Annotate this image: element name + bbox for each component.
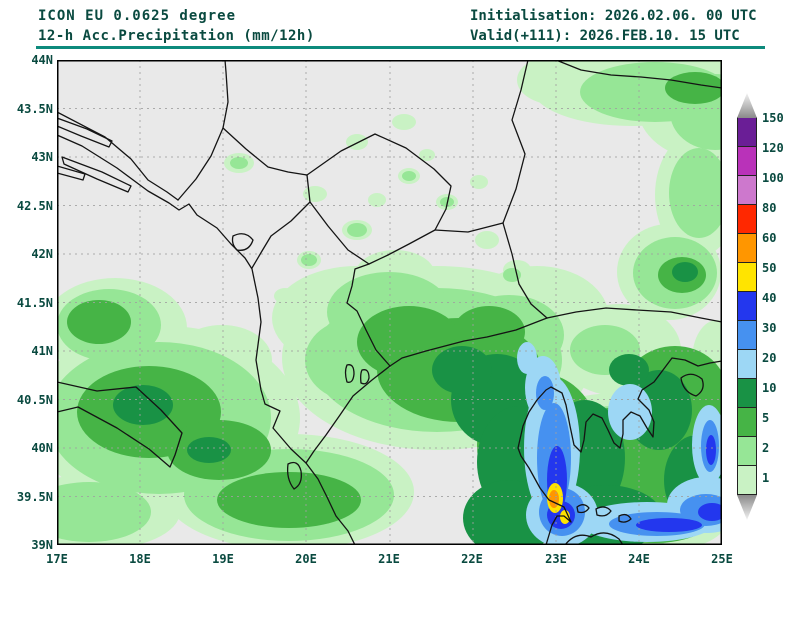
colorbar-box	[737, 117, 757, 147]
colorbar-box	[737, 320, 757, 350]
lat-label: 41.5N	[16, 295, 53, 310]
lat-label: 44N	[31, 53, 53, 67]
colorbar-overflow-arrow-down-icon	[737, 495, 757, 520]
map-frame	[57, 60, 722, 545]
colorbar-box	[737, 175, 757, 205]
precip-layer-60-80mm	[549, 490, 559, 508]
colorbar-box	[737, 465, 757, 495]
colorbar-box	[737, 407, 757, 437]
lon-label: 20E	[295, 552, 317, 566]
product-title: 12-h Acc.Precipitation (mm/12h)	[38, 28, 315, 44]
colorbar-box	[737, 262, 757, 292]
colorbar	[737, 93, 757, 520]
lat-label: 39.5N	[16, 489, 53, 504]
lon-label: 24E	[628, 552, 650, 566]
lat-label: 43.5N	[16, 101, 53, 116]
country-borders	[57, 60, 722, 545]
valid-time: Valid(+111): 2026.FEB.10. 15 UTC	[470, 28, 740, 44]
colorbar-label: 100	[762, 171, 784, 185]
lon-label: 18E	[129, 552, 151, 566]
colorbar-box	[737, 436, 757, 466]
colorbar-label: 60	[762, 231, 777, 245]
colorbar-label: 30	[762, 321, 777, 335]
colorbar-label: 150	[762, 111, 784, 125]
colorbar-label: 120	[762, 141, 784, 155]
lat-label: 39N	[31, 538, 53, 552]
colorbar-overflow-arrow-up-icon	[737, 93, 757, 118]
colorbar-label: 20	[762, 351, 777, 365]
lon-label: 25E	[711, 552, 733, 566]
colorbar-box	[737, 349, 757, 379]
colorbar-box	[737, 378, 757, 408]
lat-label: 42N	[31, 247, 53, 261]
colorbar-label: 5	[762, 411, 770, 425]
lat-label: 43N	[31, 150, 53, 164]
init-time: Initialisation: 2026.02.06. 00 UTC	[470, 8, 757, 24]
lat-label: 40.5N	[16, 392, 53, 407]
colorbar-box	[737, 233, 757, 263]
colorbar-label: 1	[762, 471, 770, 485]
lon-label: 21E	[378, 552, 400, 566]
colorbar-label: 40	[762, 291, 777, 305]
header-divider	[36, 46, 765, 49]
lon-label: 17E	[46, 552, 68, 566]
map-area	[57, 60, 722, 545]
lat-label: 40N	[31, 441, 53, 455]
colorbar-label: 10	[762, 381, 777, 395]
colorbar-label: 2	[762, 441, 770, 455]
lon-label: 19E	[212, 552, 234, 566]
model-title: ICON EU 0.0625 degree	[38, 8, 237, 24]
lat-label: 42.5N	[16, 198, 53, 213]
precipitation-map	[57, 60, 722, 545]
lon-label: 22E	[461, 552, 483, 566]
colorbar-box	[737, 291, 757, 321]
colorbar-box	[737, 204, 757, 234]
colorbar-box	[737, 146, 757, 176]
lat-label: 41N	[31, 344, 53, 358]
lon-label: 23E	[545, 552, 567, 566]
colorbar-label: 50	[762, 261, 777, 275]
colorbar-label: 80	[762, 201, 777, 215]
